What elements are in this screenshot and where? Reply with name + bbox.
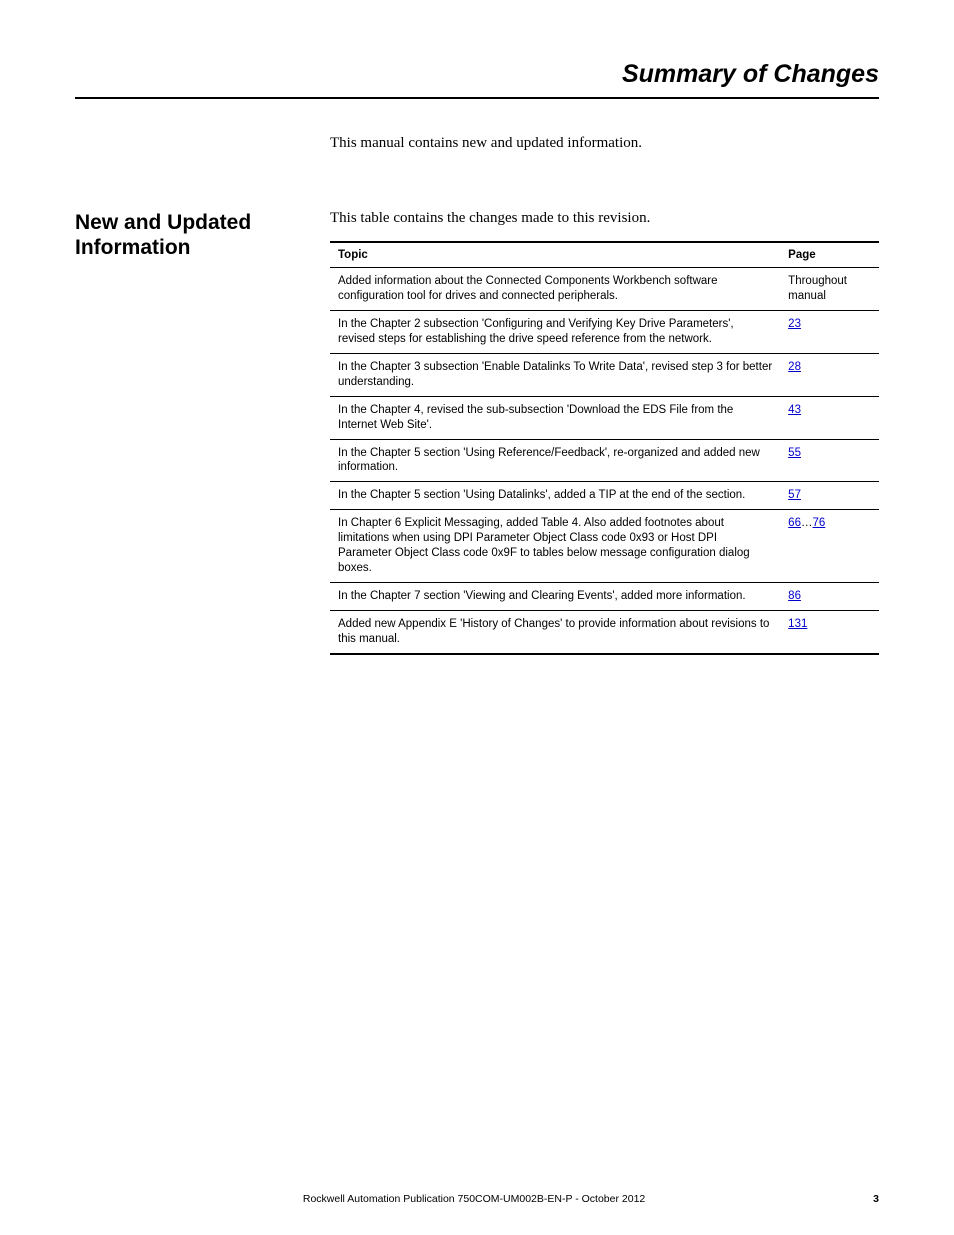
table-row: In the Chapter 2 subsection 'Configuring…: [330, 310, 879, 353]
table-row: In the Chapter 5 section 'Using Datalink…: [330, 482, 879, 510]
table-header-row: Topic Page: [330, 242, 879, 268]
topic-cell: In the Chapter 5 section 'Using Referenc…: [330, 439, 780, 482]
table-row: In the Chapter 4, revised the sub-subsec…: [330, 396, 879, 439]
page-cell: 28: [780, 353, 879, 396]
intro-text: This manual contains new and updated inf…: [330, 135, 879, 152]
changes-table: Topic Page Added information about the C…: [330, 241, 879, 655]
page-footer: Rockwell Automation Publication 750COM-U…: [75, 1193, 879, 1205]
table-row: Added new Appendix E 'History of Changes…: [330, 611, 879, 654]
page-cell: 66…76: [780, 510, 879, 583]
page-cell: Throughout manual: [780, 268, 879, 311]
table-row: In the Chapter 3 subsection 'Enable Data…: [330, 353, 879, 396]
topic-cell: Added new Appendix E 'History of Changes…: [330, 611, 780, 654]
topic-cell: In the Chapter 4, revised the sub-subsec…: [330, 396, 780, 439]
page-link[interactable]: 86: [788, 590, 801, 602]
page-link[interactable]: 23: [788, 318, 801, 330]
page-link[interactable]: 131: [788, 618, 807, 630]
page-cell: 23: [780, 310, 879, 353]
page-link[interactable]: 57: [788, 489, 801, 501]
table-row: In Chapter 6 Explicit Messaging, added T…: [330, 510, 879, 583]
header-rule: [75, 97, 879, 99]
footer-publication: Rockwell Automation Publication 750COM-U…: [75, 1193, 873, 1205]
table-row: Added information about the Connected Co…: [330, 268, 879, 311]
page-cell: 57: [780, 482, 879, 510]
page-cell: 86: [780, 583, 879, 611]
table-intro: This table contains the changes made to …: [330, 210, 879, 227]
footer-page-number: 3: [873, 1193, 879, 1205]
section-content: This table contains the changes made to …: [330, 210, 879, 655]
topic-cell: In the Chapter 2 subsection 'Configuring…: [330, 310, 780, 353]
page-range-sep: …: [801, 517, 813, 529]
page-link[interactable]: 66: [788, 517, 801, 529]
topic-cell: In the Chapter 3 subsection 'Enable Data…: [330, 353, 780, 396]
page-cell: 43: [780, 396, 879, 439]
topic-cell: Added information about the Connected Co…: [330, 268, 780, 311]
page-cell: 131: [780, 611, 879, 654]
col-header-topic: Topic: [330, 242, 780, 268]
page-cell: 55: [780, 439, 879, 482]
topic-cell: In the Chapter 7 section 'Viewing and Cl…: [330, 583, 780, 611]
section-row: New and Updated Information This table c…: [75, 210, 879, 655]
topic-cell: In the Chapter 5 section 'Using Datalink…: [330, 482, 780, 510]
page-link[interactable]: 55: [788, 447, 801, 459]
table-row: In the Chapter 5 section 'Using Referenc…: [330, 439, 879, 482]
table-row: In the Chapter 7 section 'Viewing and Cl…: [330, 583, 879, 611]
page-link[interactable]: 76: [812, 517, 825, 529]
page-link[interactable]: 28: [788, 361, 801, 373]
page-header-title: Summary of Changes: [75, 60, 879, 89]
topic-cell: In Chapter 6 Explicit Messaging, added T…: [330, 510, 780, 583]
section-heading: New and Updated Information: [75, 210, 330, 260]
page-link[interactable]: 43: [788, 404, 801, 416]
col-header-page: Page: [780, 242, 879, 268]
